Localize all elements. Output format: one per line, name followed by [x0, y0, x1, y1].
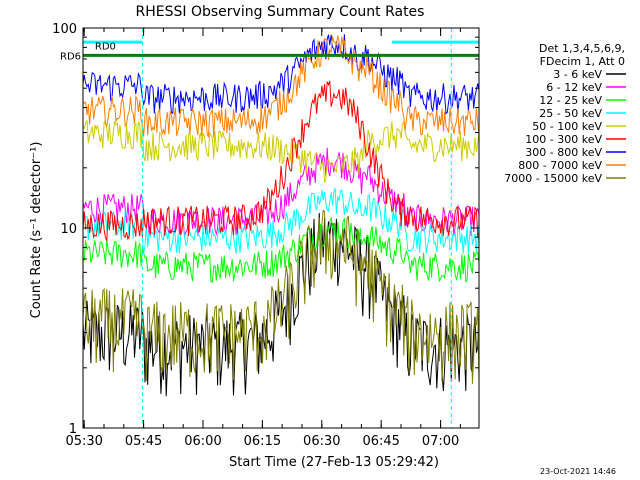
x-axis-label: Start Time (27-Feb-13 05:29:42): [229, 455, 439, 470]
legend-entry: 50 - 100 keV: [532, 120, 602, 133]
y-tick-label: 10: [60, 222, 77, 237]
ticks-layer: 05:30 05:45 06:00 06:15 06:30 06:45 07:00 1 10 10…: [52, 22, 479, 449]
rd6-label: RD6: [60, 51, 81, 62]
x-tick-label: 05:45: [125, 434, 162, 449]
rd0-label: RD0: [95, 41, 116, 52]
x-tick-label: 06:45: [362, 434, 399, 449]
series-layer: RD0 RD6: [60, 28, 480, 428]
series-line: [82, 34, 480, 115]
series-line: [82, 187, 480, 254]
chart-title: RHESSI Observing Summary Count Rates: [136, 4, 425, 20]
y-axis-label: Count Rate (s⁻¹ detector⁻¹): [29, 142, 44, 319]
x-tick-label: 06:15: [244, 434, 281, 449]
legend-entry: 12 - 25 keV: [539, 94, 602, 107]
y-tick-label: 100: [52, 22, 77, 37]
series-line: [82, 80, 480, 241]
legend-entry: 3 - 6 keV: [553, 68, 602, 81]
series-line: [82, 209, 480, 384]
legend: Det 1,3,4,5,6,9,FDecim 1, Att 03 - 6 keV…: [504, 42, 626, 185]
legend-entry: 800 - 7000 keV: [518, 159, 602, 172]
x-tick-label: 06:00: [184, 434, 221, 449]
y-tick-label: 1: [69, 422, 77, 437]
legend-entry: 25 - 50 keV: [539, 107, 602, 120]
series-line: [82, 216, 480, 283]
legend-header: FDecim 1, Att 0: [540, 55, 625, 68]
legend-entry: 7000 - 15000 keV: [504, 172, 602, 185]
legend-header: Det 1,3,4,5,6,9,: [539, 42, 625, 55]
x-tick-label: 05:30: [65, 434, 102, 449]
legend-entry: 6 - 12 keV: [546, 81, 602, 94]
x-tick-label: 07:00: [422, 434, 459, 449]
series-line: [82, 35, 480, 138]
timestamp: 23-Oct-2021 14:46: [540, 467, 616, 476]
legend-entry: 300 - 800 keV: [525, 146, 602, 159]
legend-entry: 100 - 300 keV: [525, 133, 602, 146]
x-tick-label: 06:30: [303, 434, 340, 449]
series-line: [82, 119, 480, 184]
